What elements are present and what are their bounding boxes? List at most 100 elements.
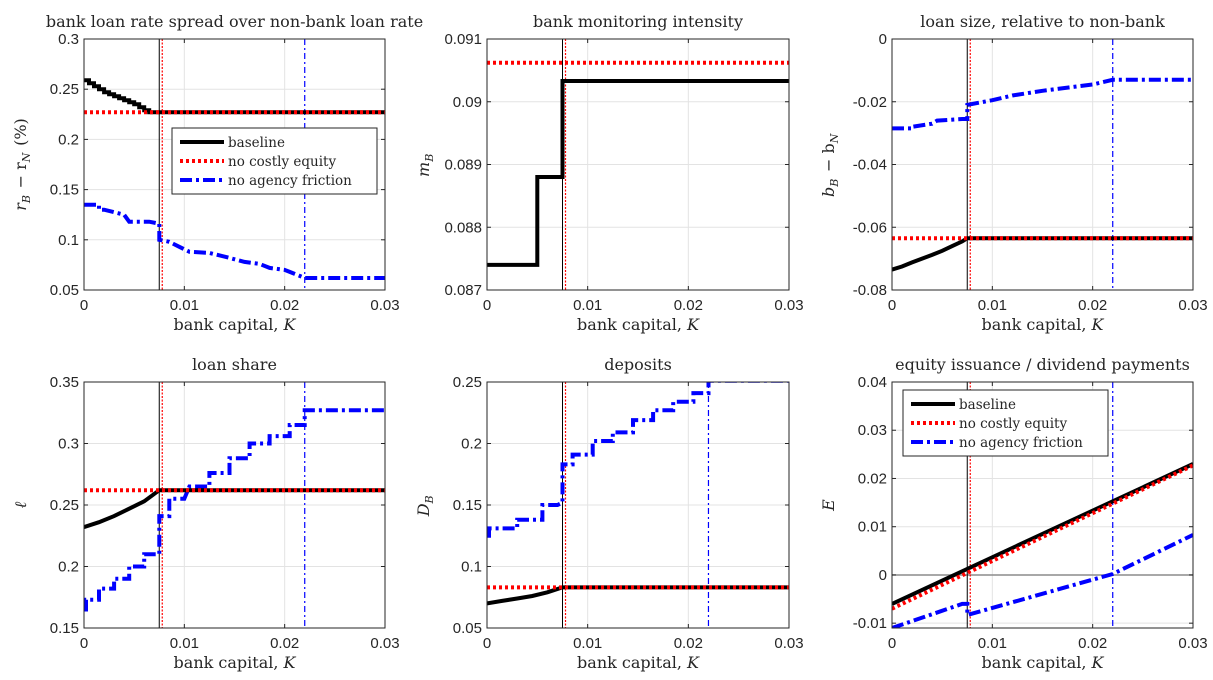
chart-panel-3: 0 0.01 0.02 0.03 -0.08 -0.06 -0.04 -0.02 0 loan s…	[819, 12, 1208, 334]
y-tick-label: 0.089	[444, 157, 482, 174]
y-tick-label: 0.3	[58, 436, 79, 453]
y-tick-label: 0.1	[461, 559, 482, 576]
legend-label: no costly equity	[959, 416, 1067, 432]
y-tick-label: 0.35	[50, 374, 79, 391]
x-tick-label: 0.03	[1178, 635, 1207, 652]
x-tick-label: 0.01	[978, 635, 1007, 652]
chart-panel-2: 0 0.01 0.02 0.03 0.087 0.088 0.089 0.09 0.091 ban…	[414, 12, 804, 334]
y-tick-label: 0.05	[50, 282, 79, 299]
x-axis-label: bank capital, K	[577, 653, 700, 672]
y-tick-label: 0.1	[58, 232, 79, 249]
x-axis-label: bank capital, K	[174, 315, 297, 334]
y-tick-label: -0.06	[853, 219, 887, 236]
chart-title: loan size, relative to non-bank	[920, 12, 1165, 31]
x-axis-label: bank capital, K	[982, 653, 1105, 672]
x-tick-label: 0.01	[573, 297, 602, 314]
legend-label: baseline	[228, 135, 285, 151]
series-line-no-costly-equity	[892, 463, 1193, 611]
y-tick-label: 0	[879, 31, 887, 48]
x-tick-label: 0.02	[270, 297, 299, 314]
series-line-no-agency-friction	[84, 202, 385, 280]
y-tick-label: 0.2	[58, 131, 79, 148]
x-tick-label: 0	[483, 297, 491, 314]
x-axis-label: bank capital, K	[174, 653, 297, 672]
y-axis-label: E	[819, 499, 838, 512]
y-tick-label: 0.088	[444, 219, 482, 236]
y-tick-label: 0.25	[50, 81, 79, 98]
x-tick-label: 0.02	[1078, 635, 1107, 652]
y-tick-label: 0.02	[858, 470, 887, 487]
y-tick-label: 0.04	[858, 374, 887, 391]
y-axis-label: mB	[414, 152, 436, 177]
y-tick-label: 0.091	[444, 31, 482, 48]
y-tick-label: 0	[879, 567, 887, 584]
y-axis-label: rB − rN (%)	[11, 118, 33, 211]
y-tick-label: 0.2	[58, 559, 79, 576]
legend-label: no costly equity	[228, 154, 336, 170]
x-tick-label: 0.02	[674, 635, 703, 652]
chart-title: bank monitoring intensity	[533, 12, 743, 31]
legend-label: baseline	[959, 397, 1016, 413]
y-tick-label: 0.087	[444, 282, 482, 299]
chart-title: equity issuance / dividend payments	[895, 355, 1190, 374]
series-line-no-agency-friction	[892, 533, 1193, 628]
x-tick-label: 0	[80, 635, 88, 652]
series-line-no-agency-friction	[84, 408, 385, 612]
legend-label: no agency friction	[959, 435, 1083, 451]
y-axis-label: bB − bN	[819, 132, 841, 197]
x-tick-label: 0.03	[774, 297, 803, 314]
chart-title: deposits	[604, 355, 672, 374]
y-tick-label: 0.25	[453, 374, 482, 391]
y-tick-label: 0.15	[50, 620, 79, 637]
x-tick-label: 0.03	[370, 297, 399, 314]
x-tick-label: 0.02	[270, 635, 299, 652]
y-tick-label: -0.01	[853, 615, 887, 632]
y-tick-label: 0.25	[50, 497, 79, 514]
x-tick-label: 0.03	[774, 635, 803, 652]
y-tick-label: 0.3	[58, 31, 79, 48]
axes-box	[891, 381, 1194, 629]
legend: baseline no costly equity no agency fricti…	[902, 389, 1109, 457]
x-axis-label: bank capital, K	[982, 315, 1105, 334]
x-tick-label: 0.02	[1078, 297, 1107, 314]
x-tick-label: 0.01	[978, 297, 1007, 314]
y-tick-label: 0.03	[858, 422, 887, 439]
y-tick-label: -0.08	[853, 282, 887, 299]
chart-panel-4: 0 0.01 0.02 0.03 0.15 0.2 0.25 0.3 0.35 loan shar…	[11, 355, 400, 672]
y-axis-label: ℓ	[11, 501, 30, 508]
legend-label: no agency friction	[228, 173, 352, 189]
y-tick-label: 0.15	[453, 497, 482, 514]
y-tick-label: 0.2	[461, 436, 482, 453]
x-tick-label: 0	[888, 635, 896, 652]
series-line-baseline	[487, 79, 789, 267]
series-line-baseline	[84, 78, 385, 115]
y-tick-label: -0.02	[853, 94, 887, 111]
chart-title: loan share	[192, 355, 277, 374]
y-tick-label: 0.01	[858, 519, 887, 536]
x-tick-label: 0	[483, 635, 491, 652]
legend: baseline no costly equity no agency fricti…	[171, 127, 378, 195]
y-tick-label: -0.04	[853, 157, 887, 174]
y-tick-label: 0.09	[453, 94, 482, 111]
chart-panel-5: 0 0.01 0.02 0.03 0.05 0.1 0.15 0.2 0.25 deposits b…	[414, 355, 804, 672]
y-axis-label: DB	[414, 494, 436, 518]
x-tick-label: 0.01	[170, 635, 199, 652]
x-tick-label: 0.02	[674, 297, 703, 314]
series-line-no-agency-friction	[487, 382, 789, 538]
x-tick-label: 0.03	[1178, 297, 1207, 314]
y-tick-label: 0.15	[50, 182, 79, 199]
x-tick-label: 0.01	[573, 635, 602, 652]
series-line-no-agency-friction	[892, 77, 1193, 131]
x-tick-label: 0.03	[370, 635, 399, 652]
chart-title: bank loan rate spread over non-bank loan…	[46, 12, 423, 31]
x-tick-label: 0.01	[170, 297, 199, 314]
series-line-baseline	[487, 585, 789, 606]
series-line-baseline	[84, 488, 385, 530]
x-tick-label: 0	[888, 297, 896, 314]
x-axis-label: bank capital, K	[577, 315, 700, 334]
chart-panel-6: 0 0.01 0.02 0.03-0.0100.010.020.030.04equit…	[819, 355, 1208, 672]
x-tick-label: 0	[80, 297, 88, 314]
y-tick-label: 0.05	[453, 620, 482, 637]
